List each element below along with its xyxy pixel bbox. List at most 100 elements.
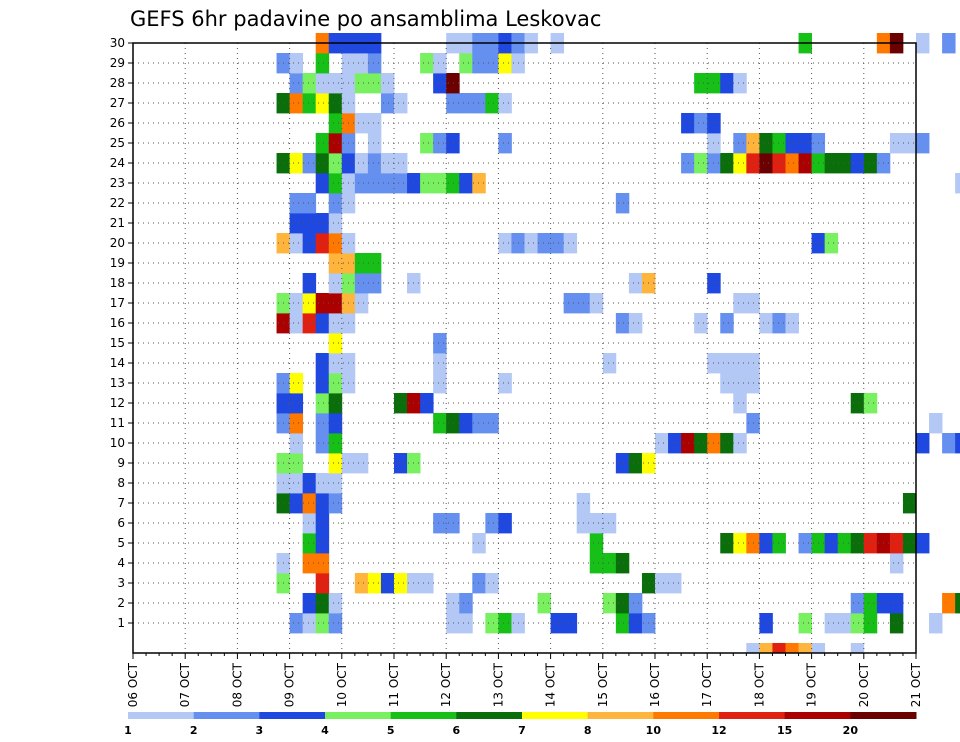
heatmap-cell [942,433,956,454]
colorbar-label: 7 [518,724,526,737]
heatmap-cell [367,173,382,194]
heatmap-cell [498,93,512,114]
heatmap-cell [694,113,708,134]
heatmap-cell [759,133,773,154]
heatmap-cell [889,533,904,554]
heatmap-cell [446,613,460,634]
heatmap-cell [328,393,343,414]
heatmap-cell [302,533,317,554]
heatmap-cell [367,53,382,74]
heatmap-cell [433,133,447,154]
y-tick-label: 26 [110,116,125,130]
heatmap-cell [498,513,512,534]
colorbar-label: 20 [843,724,859,737]
colorbar-swatch [850,712,917,719]
heatmap-cell [315,513,330,534]
y-tick-label: 21 [110,216,125,230]
x-tick-label: 15 OCT [596,662,610,707]
heatmap-cell [798,133,812,154]
heatmap-cell [433,53,447,74]
y-tick-label: 17 [110,296,125,310]
heatmap-cell [315,213,330,234]
heatmap-cell [733,133,747,154]
colorbar-swatch [325,712,392,719]
heatmap-cell [863,613,878,634]
heatmap-cell [498,133,512,154]
heatmap-cell [694,73,708,94]
heatmap-cell [315,173,330,194]
heatmap-cell [811,643,826,654]
heatmap-cell [354,573,369,594]
heatmap-cell [394,93,408,114]
colorbar-swatch [653,712,720,719]
heatmap-cell [733,373,747,394]
heatmap-cell [485,93,499,114]
heatmap-cell [302,293,317,314]
heatmap-cell [289,293,304,314]
heatmap-cell [354,173,369,194]
heatmap-cell [328,113,343,134]
heatmap-cell [302,153,317,174]
heatmap-cell [354,73,369,94]
heatmap-cell [367,153,382,174]
heatmap-cell [380,573,395,594]
y-tick-label: 27 [110,96,125,110]
x-tick-label: 12 OCT [439,662,453,707]
heatmap-cell [315,553,330,574]
heatmap-cell [733,293,747,314]
heatmap-cell [420,393,434,414]
heatmap-cell [916,433,930,454]
heatmap-cell [589,293,604,314]
heatmap-cell [746,643,760,654]
x-tick-label: 21 OCT [909,662,923,707]
heatmap-cell [380,173,395,194]
heatmap-cell [328,93,343,114]
heatmap-cell [902,133,917,154]
heatmap-cell [315,413,330,434]
heatmap-cell [889,593,904,614]
heatmap-cell [615,193,630,214]
heatmap-cells [276,33,960,654]
x-tick-label: 06 OCT [126,662,140,707]
heatmap-cell [354,53,369,74]
y-tick-label: 2 [117,596,125,610]
heatmap-cell [824,233,839,254]
heatmap-cell [328,213,343,234]
heatmap-cell [942,593,956,614]
heatmap-cell [420,573,434,594]
heatmap-cell [681,153,695,174]
heatmap-cell [472,53,486,74]
heatmap-cell [289,453,304,474]
heatmap-cell [302,473,317,494]
heatmap-cell [315,93,330,114]
heatmap-cell [302,593,317,614]
heatmap-cell [694,313,708,334]
heatmap-cell [955,433,960,454]
heatmap-cell [315,393,330,414]
heatmap-cell [315,613,330,634]
heatmap-cell [837,153,852,174]
heatmap-cell [824,533,839,554]
y-tick-label: 20 [110,236,125,250]
heatmap-cell [315,473,330,494]
heatmap-cell [315,73,330,94]
colorbar-label: 3 [256,724,264,737]
heatmap-cell [394,153,408,174]
heatmap-cell [902,533,917,554]
heatmap-cell [446,93,460,114]
heatmap-cell [602,553,617,574]
x-tick-label: 16 OCT [648,662,662,707]
heatmap-cell [720,353,734,374]
y-tick-label: 16 [110,316,125,330]
heatmap-cell [354,253,369,274]
heatmap-cell [850,643,865,654]
x-tick-label: 19 OCT [805,662,819,707]
heatmap-cell [733,433,747,454]
y-tick-label: 12 [110,396,125,410]
heatmap-cell [537,233,551,254]
x-tick-label: 08 OCT [230,662,244,707]
heatmap-cell [485,413,499,434]
heatmap-cell [459,413,473,434]
heatmap-cell [328,293,343,314]
heatmap-cell [289,193,304,214]
